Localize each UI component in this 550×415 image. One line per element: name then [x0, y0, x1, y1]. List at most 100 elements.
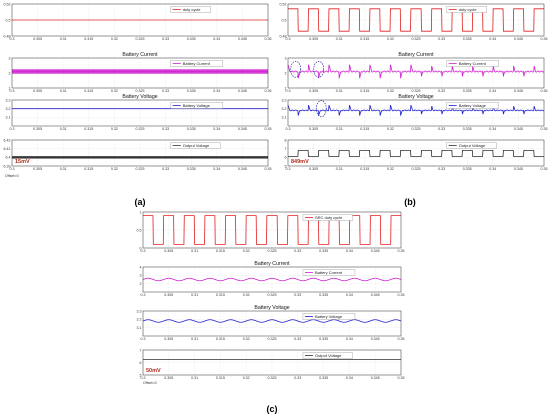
- subplot-a-voltage: Battery Voltage 3.3 3.2 3.1 0.3 0.305 0.31 0.31…: [6, 94, 272, 131]
- x-tick-label: 0.33: [162, 127, 169, 131]
- legend-label: Output Voltage: [315, 353, 342, 358]
- axis-frame: [142, 266, 402, 293]
- x-tick-label: 0.35: [265, 37, 272, 41]
- y-tick-label: 0.5: [282, 18, 287, 22]
- x-tick-label: 0.35: [265, 127, 272, 131]
- x-tick-label: 0.31: [191, 293, 198, 297]
- x-tick-label: 0.315: [216, 249, 225, 253]
- y-tick-label: 0.48: [280, 34, 287, 38]
- x-tick-label: 0.3: [286, 37, 291, 41]
- axis-frame: [142, 211, 402, 249]
- x-tick-label: 0.33: [162, 37, 169, 41]
- x-tick-label: 0.32: [243, 337, 250, 341]
- x-tick-label: 0.3: [286, 167, 291, 171]
- y-tick-label: 7: [140, 348, 142, 352]
- x-tick-label: 0.315: [84, 127, 93, 131]
- legend-box: [446, 102, 499, 109]
- y-tick-label: 2: [285, 71, 287, 75]
- x-tick-label: 0.315: [84, 89, 93, 93]
- x-tick-label: 0.305: [33, 167, 42, 171]
- highlight-circle: [315, 100, 327, 118]
- y-tick-label: 8: [285, 138, 287, 142]
- y-tick-label: 3.3: [6, 98, 11, 102]
- x-tick-label: 0.32: [387, 127, 394, 131]
- x-tick-label: 0.315: [84, 37, 93, 41]
- x-tick-label: 0.3: [10, 89, 15, 93]
- x-tick-label: 0.325: [268, 249, 277, 253]
- x-tick-label: 0.305: [164, 293, 173, 297]
- x-tick-label: 0.3: [141, 376, 146, 380]
- offset-label: Offset=0: [143, 381, 157, 385]
- y-tick-label: 2: [9, 71, 11, 75]
- series-line: [143, 215, 401, 245]
- x-tick-label: 0.35: [398, 376, 405, 380]
- subplot-b-output: 8 7 6 50.3 0.305 0.31 0.315 0.32 0.325 0.33 0.335 0…: [285, 138, 548, 171]
- x-tick-label: 0.32: [243, 376, 250, 380]
- series-line: [288, 150, 544, 157]
- legend-box: [446, 60, 499, 67]
- x-tick-label: 0.33: [294, 376, 301, 380]
- legend-box: [446, 6, 487, 13]
- x-tick-label: 0.34: [213, 167, 220, 171]
- x-tick-label: 0.345: [514, 89, 523, 93]
- y-tick-label: 1: [9, 86, 11, 90]
- x-tick-label: 0.34: [213, 127, 220, 131]
- x-tick-label: 0.3: [286, 127, 291, 131]
- axis-frame: [287, 99, 545, 127]
- legend-label: Battery Current: [315, 270, 343, 275]
- x-tick-label: 0.35: [265, 167, 272, 171]
- x-tick-label: 0.335: [463, 127, 472, 131]
- x-tick-label: 0.35: [265, 89, 272, 93]
- x-tick-label: 0.325: [412, 127, 421, 131]
- axis-frame: [287, 139, 545, 167]
- x-tick-label: 0.32: [243, 249, 250, 253]
- y-tick-label: 3.3: [282, 98, 287, 102]
- series-line: [287, 64, 545, 79]
- panel-label-c: (c): [267, 404, 278, 414]
- y-tick-label: 6.39: [4, 164, 11, 168]
- x-tick-label: 0.32: [387, 89, 394, 93]
- x-tick-label: 0.315: [360, 89, 369, 93]
- x-tick-label: 0.325: [136, 127, 145, 131]
- subplot-c-duty: 1 0.5 00.3 0.305 0.31 0.315 0.32 0.325 0.33 0.335…: [137, 210, 405, 253]
- y-tick-label: 0.48: [4, 34, 11, 38]
- legend-label: Battery Current: [459, 61, 487, 66]
- x-tick-label: 0.33: [438, 127, 445, 131]
- x-tick-label: 0.33: [294, 337, 301, 341]
- x-tick-label: 0.315: [216, 293, 225, 297]
- y-tick-label: 0.52: [280, 2, 287, 6]
- x-tick-label: 0.31: [336, 167, 343, 171]
- x-tick-label: 0.325: [268, 337, 277, 341]
- axis-frame: [287, 3, 545, 37]
- subplot-b-current: Battery Current 3 2 10.3 0.305 0.31 0.315 0.32 0…: [285, 52, 548, 93]
- subplot-title: Battery Voltage: [122, 94, 157, 100]
- legend-label: Battery Voltage: [459, 103, 487, 108]
- x-tick-label: 0.325: [268, 376, 277, 380]
- x-tick-label: 0.32: [243, 293, 250, 297]
- x-tick-label: 0.305: [164, 249, 173, 253]
- subplot-title: Battery Voltage: [254, 305, 289, 311]
- legend-label: Output Voltage: [183, 143, 210, 148]
- x-tick-label: 0.33: [438, 167, 445, 171]
- y-tick-label: 3.2: [282, 107, 287, 111]
- legend-label: SRC duty cycle: [315, 215, 343, 220]
- x-tick-label: 0.305: [164, 376, 173, 380]
- y-tick-label: 3.1: [6, 116, 11, 120]
- x-tick-label: 0.345: [514, 37, 523, 41]
- subplot-title: Battery Current: [254, 261, 290, 267]
- x-tick-label: 0.335: [319, 376, 328, 380]
- x-tick-label: 0.305: [309, 89, 318, 93]
- x-tick-label: 0.34: [346, 376, 353, 380]
- y-tick-label: 6: [140, 361, 142, 365]
- x-tick-label: 0.33: [162, 89, 169, 93]
- x-tick-label: 0.325: [136, 37, 145, 41]
- legend-label: Battery Voltage: [183, 103, 211, 108]
- y-tick-label: 2: [140, 282, 142, 286]
- x-tick-label: 0.34: [213, 89, 220, 93]
- subplot-title: Battery Voltage: [398, 94, 433, 100]
- x-tick-label: 0.315: [216, 337, 225, 341]
- y-tick-label: 3.2: [137, 318, 142, 322]
- x-tick-label: 0.31: [336, 37, 343, 41]
- x-tick-label: 0.335: [463, 89, 472, 93]
- x-tick-label: 0.34: [346, 337, 353, 341]
